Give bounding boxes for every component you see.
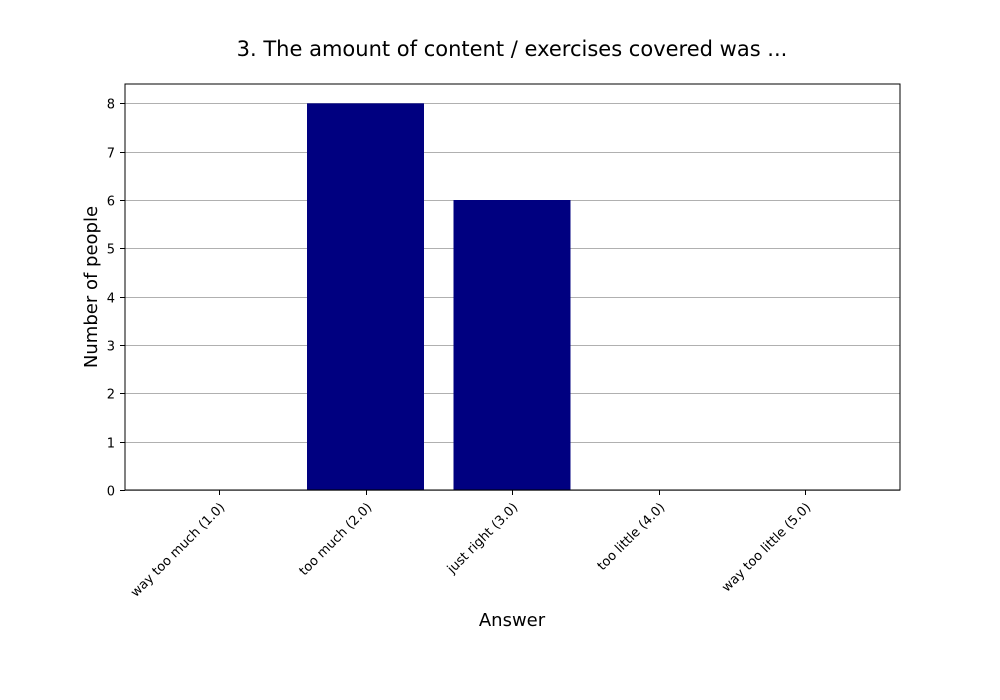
x-axis-ticks: way too much (1.0) too much (2.0) just rig… (128, 490, 814, 600)
x-tick-label-1: way too much (1.0) (128, 500, 228, 600)
y-tick-label-1: 1 (107, 437, 115, 452)
bar-2 (307, 103, 424, 490)
x-axis-label: Answer (479, 610, 546, 631)
y-tick-label-2: 2 (107, 388, 115, 403)
y-axis-label: Number of people (81, 206, 102, 368)
bars (307, 103, 571, 490)
x-tick-label-3: just right (3.0) (444, 500, 521, 577)
y-tick-label-0: 0 (107, 485, 115, 500)
y-tick-label-3: 3 (107, 340, 115, 355)
x-tick-label-5: way too little (5.0) (719, 500, 814, 595)
y-tick-label-7: 7 (107, 147, 115, 162)
y-tick-label-4: 4 (107, 292, 115, 307)
y-tick-label-6: 6 (107, 195, 115, 210)
chart-title: 3. The amount of content / exercises cov… (237, 37, 788, 61)
y-tick-label-8: 8 (107, 98, 115, 113)
x-tick-label-4: too little (4.0) (595, 500, 669, 574)
x-tick-label-2: too much (2.0) (297, 500, 376, 579)
y-axis-ticks: 0 1 2 3 4 5 6 7 8 (107, 98, 125, 500)
bar-3 (453, 200, 571, 490)
y-tick-label-5: 5 (107, 243, 115, 258)
